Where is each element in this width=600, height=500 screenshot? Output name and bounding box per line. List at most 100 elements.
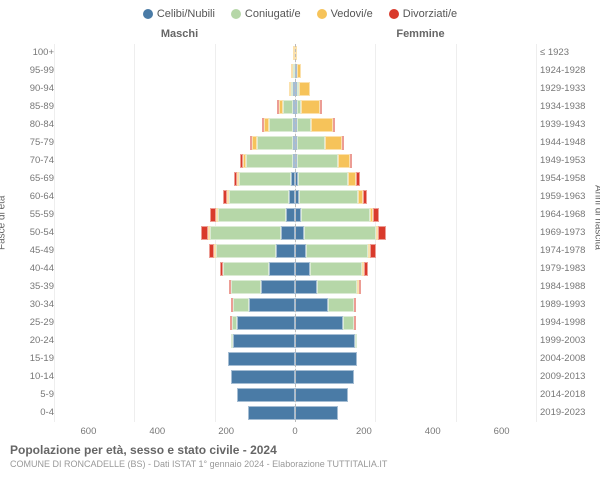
population-pyramid-chart: Fasce di età Anni di nascita Celibi/Nubi…	[0, 0, 600, 500]
bar-segment	[201, 226, 208, 240]
bar-segment	[342, 136, 344, 150]
age-tick: 10-14	[8, 368, 54, 386]
male-half	[54, 369, 295, 385]
female-half	[295, 135, 536, 151]
male-half	[54, 99, 295, 115]
age-tick: 85-89	[8, 98, 54, 116]
year-tick: 1934-1938	[540, 98, 592, 116]
bar-segment	[348, 172, 356, 186]
bar-segment	[298, 172, 348, 186]
legend-label: Divorziati/e	[403, 8, 457, 20]
age-tick: 90-94	[8, 80, 54, 98]
bar-segment	[295, 226, 304, 240]
male-half	[54, 297, 295, 313]
year-tick: 1954-1958	[540, 170, 592, 188]
age-tick: 50-54	[8, 224, 54, 242]
female-half	[295, 99, 536, 115]
bar-segment	[338, 154, 350, 168]
bar-segment	[295, 316, 343, 330]
year-tick: 1984-1988	[540, 278, 592, 296]
x-tick: 600	[467, 426, 536, 437]
female-half	[295, 63, 536, 79]
year-tick: 2009-2013	[540, 368, 592, 386]
bar-segment	[269, 118, 293, 132]
x-tick: 0	[261, 426, 330, 437]
legend-dot-icon	[231, 9, 241, 19]
year-tick: 2014-2018	[540, 386, 592, 404]
bar-segment	[295, 334, 355, 348]
bar-segment	[261, 280, 295, 294]
bar-segment	[210, 226, 281, 240]
bar-segment	[233, 334, 295, 348]
female-half	[295, 243, 536, 259]
male-half	[54, 387, 295, 403]
bar-segment	[295, 280, 317, 294]
male-half	[54, 405, 295, 421]
bar-segment	[228, 352, 295, 366]
bar-segment	[350, 154, 352, 168]
bar-segment	[295, 244, 306, 258]
year-tick: 1944-1948	[540, 134, 592, 152]
year-tick: 1949-1953	[540, 152, 592, 170]
bar-segment	[364, 262, 368, 276]
bar-segment	[320, 100, 322, 114]
female-half	[295, 225, 536, 241]
bar-segment	[295, 406, 338, 420]
legend-dot-icon	[389, 9, 399, 19]
bar-segment	[269, 262, 295, 276]
female-half	[295, 369, 536, 385]
bar-segment	[276, 244, 295, 258]
male-half	[54, 81, 295, 97]
male-half	[54, 135, 295, 151]
legend-label: Coniugati/e	[245, 8, 301, 20]
bar-segment	[286, 208, 295, 222]
age-tick: 95-99	[8, 62, 54, 80]
bar-segment	[295, 262, 310, 276]
bar-segment	[216, 244, 276, 258]
bar-segment	[223, 262, 269, 276]
bar-segment	[295, 388, 348, 402]
age-tick: 65-69	[8, 170, 54, 188]
year-tick: 1979-1983	[540, 260, 592, 278]
age-tick: 15-19	[8, 350, 54, 368]
year-tick: 1989-1993	[540, 296, 592, 314]
bar-segment	[325, 136, 342, 150]
x-tick: 600	[54, 426, 123, 437]
legend-dot-icon	[317, 9, 327, 19]
age-tick: 25-29	[8, 314, 54, 332]
female-half	[295, 117, 536, 133]
bar-segment	[295, 298, 328, 312]
gender-titles: Maschi Femmine	[59, 28, 541, 40]
x-tick: 400	[123, 426, 192, 437]
age-tick: 60-64	[8, 188, 54, 206]
year-tick: ≤ 1923	[540, 44, 592, 62]
bar-segment	[233, 298, 249, 312]
bar-segment	[297, 118, 311, 132]
year-tick: 1959-1963	[540, 188, 592, 206]
age-tick: 40-44	[8, 260, 54, 278]
age-tick: 20-24	[8, 332, 54, 350]
legend-label: Celibi/Nubili	[157, 8, 215, 20]
bar-segment	[239, 172, 291, 186]
year-tick: 2004-2008	[540, 350, 592, 368]
bar-segment	[343, 316, 354, 330]
male-half	[54, 243, 295, 259]
age-tick: 70-74	[8, 152, 54, 170]
bar-segment	[299, 190, 357, 204]
bar-segment	[333, 118, 335, 132]
legend-item: Celibi/Nubili	[143, 8, 215, 20]
female-half	[295, 405, 536, 421]
age-tick: 5-9	[8, 386, 54, 404]
chart-subtitle: COMUNE DI RONCADELLE (BS) - Dati ISTAT 1…	[10, 459, 590, 469]
female-half	[295, 387, 536, 403]
bar-segment	[373, 208, 379, 222]
y-axis-label-right: Anni di nascita	[593, 185, 600, 250]
male-half	[54, 279, 295, 295]
age-tick: 100+	[8, 44, 54, 62]
bar-segment	[299, 82, 310, 96]
legend-item: Divorziati/e	[389, 8, 457, 20]
y-axis-age: 100+95-9990-9485-8980-8475-7970-7465-696…	[8, 44, 54, 422]
year-tick: 2019-2023	[540, 404, 592, 422]
bar-segment	[310, 262, 362, 276]
bar-segment	[283, 100, 293, 114]
